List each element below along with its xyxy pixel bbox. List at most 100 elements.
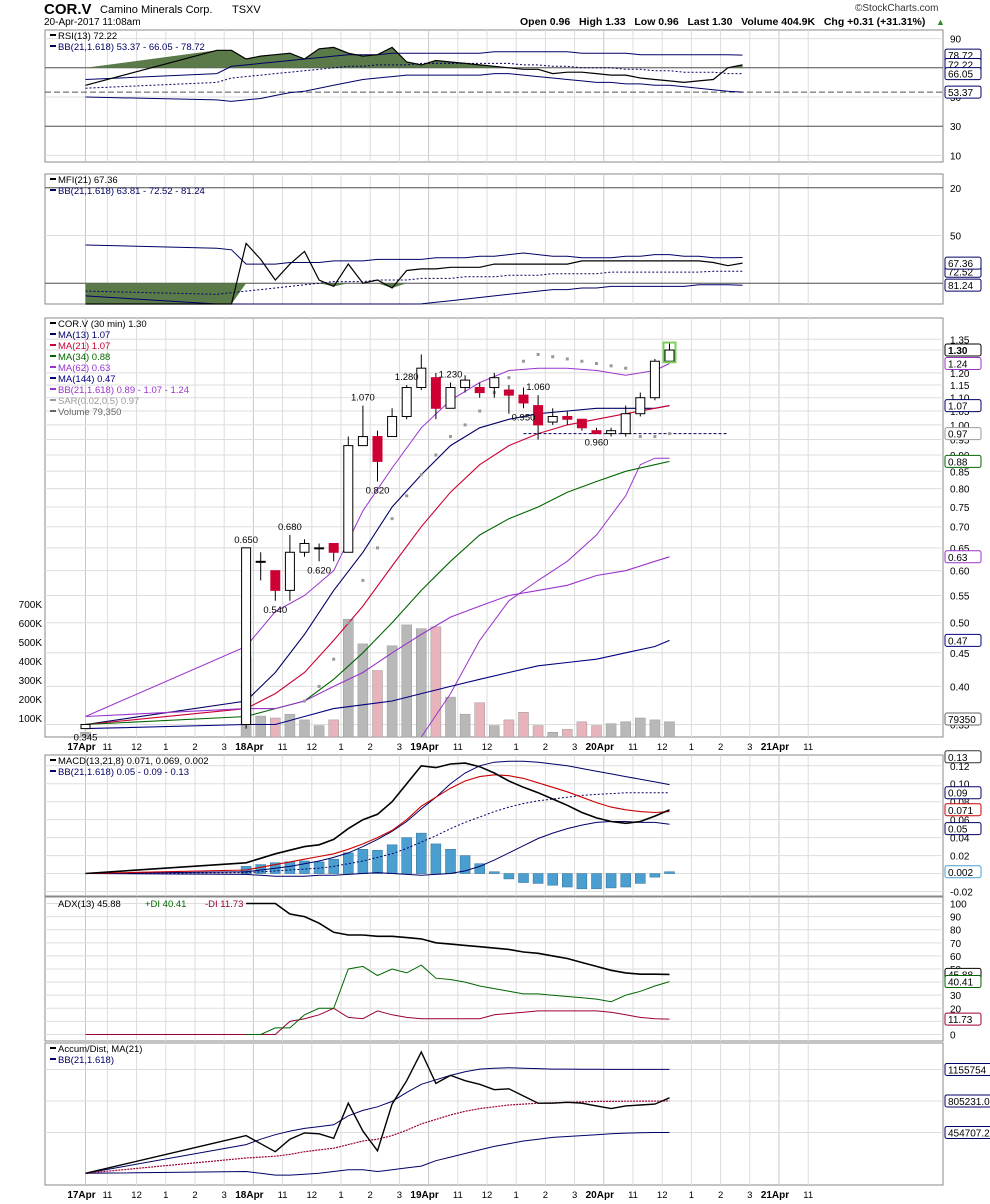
price-tick-label: 0.85 (950, 467, 970, 478)
x-axis-label-bottom: 1 (338, 1190, 343, 1201)
x-axis-label-bottom: 2 (543, 1190, 548, 1201)
candle-body (649, 360, 660, 399)
x-axis-label-bottom: 1 (163, 1190, 168, 1201)
macd-axis-label-1: 0.09 (948, 789, 968, 800)
macd-histogram-bar (605, 873, 617, 889)
x-axis-label-bottom: 19Apr (410, 1190, 438, 1201)
macd-histogram-bar (591, 873, 602, 890)
x-axis-label-top: 11 (628, 742, 638, 753)
sar-dot (507, 376, 511, 380)
mfi-axis-label-1: 72.52 (948, 267, 973, 278)
sar-dot (303, 699, 306, 703)
sar-dot (478, 409, 482, 413)
price-tick-label: 0.45 (950, 649, 970, 660)
price-tick-label: 1.05 (950, 407, 970, 418)
sar-dot (536, 352, 540, 356)
adx-line (246, 902, 670, 976)
adx-tick-label: 100 (950, 900, 967, 911)
price-legend-5: MA(144) 0.47 (58, 374, 116, 385)
volume-tick-label: 300K (19, 676, 43, 687)
price-swatch-2 (50, 344, 56, 346)
accdist-swatch-0 (50, 1047, 56, 1049)
volume-tick-label: 500K (19, 638, 43, 649)
last-candle-highlight (662, 341, 677, 364)
macd-tick-label: 0.02 (950, 852, 970, 863)
sar-dot (317, 684, 321, 688)
sar-dot (624, 366, 628, 370)
macd-legend-1: BB(21,1.618) 0.05 - 0.09 - 0.13 (58, 767, 189, 778)
rsi-axis-label-3: 53.37 (948, 88, 973, 99)
candle-body (460, 379, 471, 389)
macd-histogram-bar (489, 871, 500, 874)
volume-bar (591, 725, 602, 738)
candle-body (80, 724, 91, 730)
price-annotation: 0.820 (366, 486, 390, 497)
rsi-axis-label-1: 72.22 (948, 61, 973, 72)
volume-bar (299, 719, 310, 738)
candle-body (328, 542, 339, 553)
sar-dot (405, 494, 409, 498)
volume-bar (576, 721, 588, 738)
sar-dot (346, 621, 350, 625)
adx-axis-label-1: 40.41 (948, 978, 973, 989)
price-tick-label: 0.80 (950, 485, 970, 496)
price-tick-label: 0.75 (950, 503, 970, 514)
x-axis-label-bottom: 11 (803, 1190, 813, 1201)
x-axis-label-bottom: 12 (131, 1190, 142, 1201)
sar-dot (463, 423, 467, 427)
macd-axis-label-0: 0.13 (948, 753, 968, 764)
x-axis-label-top: 11 (803, 742, 813, 753)
x-axis-label-bottom: 21Apr (761, 1190, 789, 1201)
price-axis-label-4-box (944, 454, 982, 468)
x-axis-label-top: 1 (514, 742, 519, 753)
volume-bar (313, 725, 325, 738)
macd-histogram-bar (445, 849, 456, 874)
adx-legend-0: ADX(13) 45.88 (58, 899, 121, 910)
volume-bar (459, 713, 471, 738)
price-annotation: 0.960 (585, 438, 609, 449)
macd-histogram-bar (474, 863, 485, 874)
rsi-axis-label-0: 78.72 (948, 51, 973, 62)
price-legend-6: BB(21,1.618) 0.89 - 1.07 - 1.24 (58, 385, 189, 396)
sar-dot (653, 435, 657, 439)
price-bb-line-1 (420, 457, 670, 738)
macd-histogram-bar (518, 873, 529, 883)
chart-datetime: 20-Apr-2017 11:08am (44, 17, 141, 28)
up-arrow-icon: ▲ (936, 17, 945, 27)
rsi-tick-label: 30 (950, 122, 962, 133)
sar-dot (668, 432, 671, 436)
mfi-axis-label-0: 81.24 (948, 281, 973, 292)
mfi-panel (44, 173, 944, 305)
volume-bar (474, 702, 485, 738)
x-axis-label-bottom: 3 (222, 1190, 227, 1201)
macd-axis-label-3: 0.05 (948, 825, 968, 836)
macd-histogram-bar (386, 844, 398, 874)
price-swatch-3 (50, 355, 56, 357)
x-axis-label-top: 18Apr (235, 742, 263, 753)
macd-histogram-bar (401, 837, 412, 874)
x-axis-label-top: 11 (278, 742, 288, 753)
price-legend-1: MA(13) 1.07 (58, 330, 110, 341)
rsi-panel (44, 29, 944, 163)
symbol-title: COR.V (44, 1, 92, 18)
price-tick-label: 1.35 (950, 335, 970, 346)
price-annotation: 0.650 (234, 535, 258, 546)
price-axis-label-1: 1.24 (948, 360, 968, 371)
macd-histogram-bar (299, 860, 310, 874)
price-tick-label: 0.70 (950, 523, 970, 534)
price-axis-label-6-box (944, 633, 982, 647)
volume-bar (255, 715, 266, 738)
volume-bar (532, 725, 544, 738)
volume-tick-label: 700K (19, 600, 43, 611)
x-axis-label-top: 3 (222, 742, 227, 753)
adx-plus-di-line (246, 964, 670, 1035)
price-tick-label: 0.50 (950, 619, 970, 630)
candle-body (474, 387, 485, 394)
macd-swatch-1 (50, 770, 56, 772)
rsi-tick-label: 90 (950, 35, 962, 46)
macd-legend-0: MACD(13,21,8) 0.071, 0.069, 0.002 (58, 756, 209, 767)
volume-bar (620, 721, 631, 738)
mfi-legend-0: MFI(21) 67.36 (58, 175, 118, 186)
macd-bb-upper-line (85, 760, 670, 874)
accdist-panel (44, 1042, 944, 1186)
